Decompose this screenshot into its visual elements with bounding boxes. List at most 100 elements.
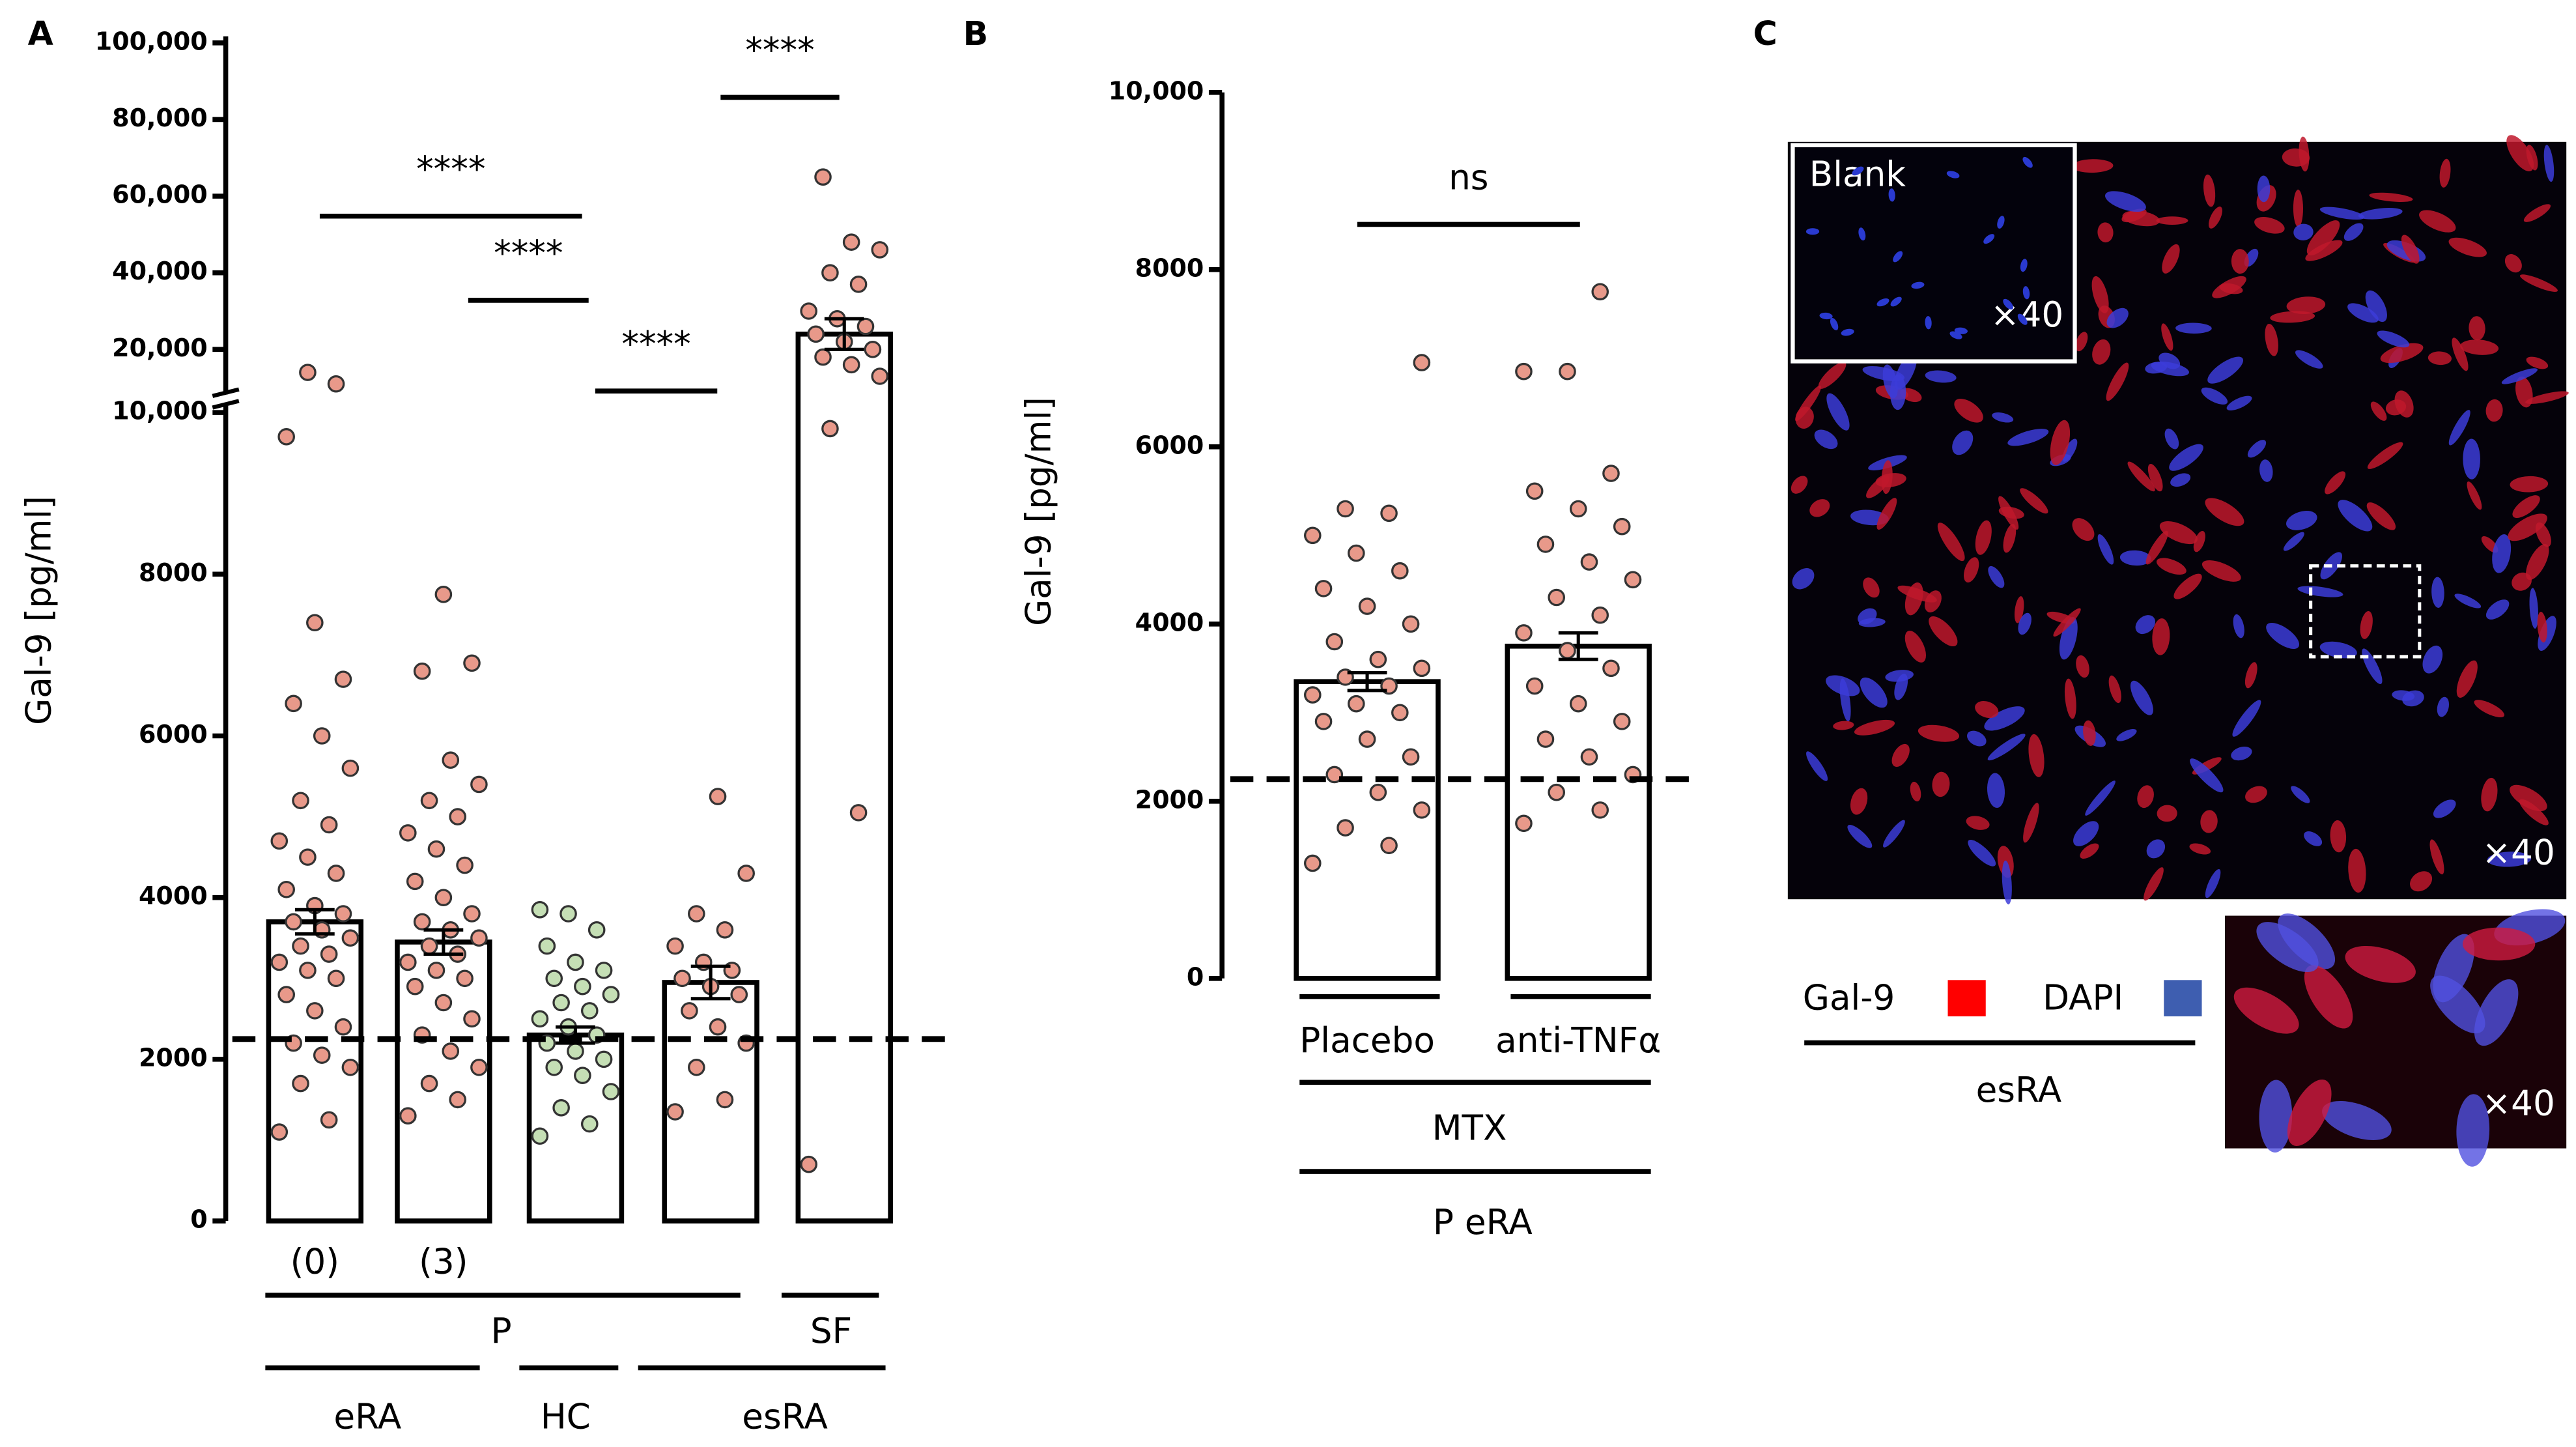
cell	[2469, 316, 2485, 341]
data-point	[800, 1155, 818, 1173]
group-label: MTX	[1432, 1108, 1507, 1148]
cell	[2158, 352, 2181, 369]
cell	[2286, 511, 2317, 530]
cell	[2022, 156, 2033, 168]
cell	[2161, 323, 2173, 351]
data-point	[470, 775, 488, 794]
data-point	[559, 905, 577, 923]
cell	[2164, 428, 2179, 450]
significance-label: ****	[745, 31, 814, 71]
data-point	[552, 1099, 570, 1117]
data-point	[871, 241, 889, 259]
cell	[2348, 848, 2366, 893]
cell	[2002, 860, 2012, 905]
cell	[2152, 618, 2170, 655]
cell	[1876, 498, 1897, 530]
data-point	[320, 816, 338, 834]
cell	[2190, 758, 2224, 793]
data-point	[442, 751, 460, 769]
data-point	[470, 929, 488, 947]
cell	[2104, 191, 2146, 212]
data-point	[1314, 713, 1333, 730]
data-point	[399, 953, 417, 971]
data-point	[420, 792, 438, 810]
cell	[2287, 1079, 2332, 1146]
error-bar	[1558, 631, 1598, 661]
micrograph	[1787, 135, 2569, 905]
cell	[1858, 608, 1877, 625]
cell	[2304, 965, 2353, 1029]
data-point	[420, 1074, 438, 1093]
cell	[2463, 438, 2480, 480]
cell	[2157, 805, 2177, 822]
cell	[2147, 464, 2163, 492]
cell	[2437, 696, 2449, 717]
cell	[2519, 274, 2558, 292]
cell	[1949, 331, 1962, 339]
cell	[2085, 781, 2116, 816]
cell	[2526, 544, 2549, 580]
cell	[1809, 499, 1830, 517]
cell	[2365, 290, 2387, 322]
data-point	[587, 921, 606, 939]
cell	[2231, 249, 2249, 274]
cell	[2259, 459, 2273, 482]
data-point	[341, 929, 360, 947]
data-point	[1337, 500, 1354, 518]
data-point	[299, 962, 317, 979]
data-point	[807, 325, 825, 343]
x-tick-label: (0)	[290, 1242, 339, 1282]
cell	[2097, 222, 2114, 243]
cell	[1806, 751, 1828, 781]
data-point	[292, 1074, 309, 1093]
y-tick-label: 0	[190, 1205, 207, 1234]
cell	[2485, 399, 2503, 422]
cell	[2401, 235, 2420, 264]
cell	[1814, 429, 1838, 450]
data-point	[313, 727, 331, 745]
cell	[2439, 158, 2451, 188]
data-point	[1536, 536, 1555, 553]
cell	[2360, 610, 2373, 639]
cell	[1987, 773, 2005, 809]
cell	[2173, 573, 2202, 599]
cell	[2427, 351, 2452, 365]
cell	[2343, 223, 2364, 241]
cell	[2345, 945, 2416, 983]
data-point	[1303, 526, 1322, 545]
panel-letter: B	[963, 14, 989, 53]
cell	[2305, 240, 2343, 261]
data-point	[1548, 783, 1566, 801]
cell	[2474, 979, 2519, 1046]
panel-letter: C	[1753, 14, 1777, 53]
data-point	[463, 654, 481, 672]
cell	[1932, 771, 1950, 797]
cell	[1888, 188, 1895, 202]
cell	[2075, 332, 2088, 352]
cell	[2512, 572, 2532, 591]
data-point	[434, 889, 453, 906]
data-point	[434, 994, 453, 1012]
cell	[2076, 655, 2089, 678]
cell	[1833, 721, 1854, 730]
y-tick-label: 6000	[1135, 431, 1204, 459]
data-point	[864, 341, 882, 358]
cell	[2293, 190, 2303, 227]
data-point	[871, 367, 889, 385]
cell	[2299, 136, 2310, 172]
cell	[2121, 208, 2147, 223]
cell	[1795, 385, 1822, 422]
data-point	[580, 1115, 599, 1133]
data-point	[292, 937, 309, 955]
cell	[1790, 476, 1808, 494]
cell	[1847, 825, 1873, 848]
cell	[2501, 368, 2538, 384]
cell	[2523, 204, 2551, 222]
data-point	[470, 1058, 488, 1076]
cell	[2454, 594, 2482, 609]
y-tick-label: 80,000	[112, 104, 208, 132]
cell	[2409, 871, 2433, 892]
data-point	[420, 937, 438, 955]
data-point	[1391, 704, 1409, 722]
